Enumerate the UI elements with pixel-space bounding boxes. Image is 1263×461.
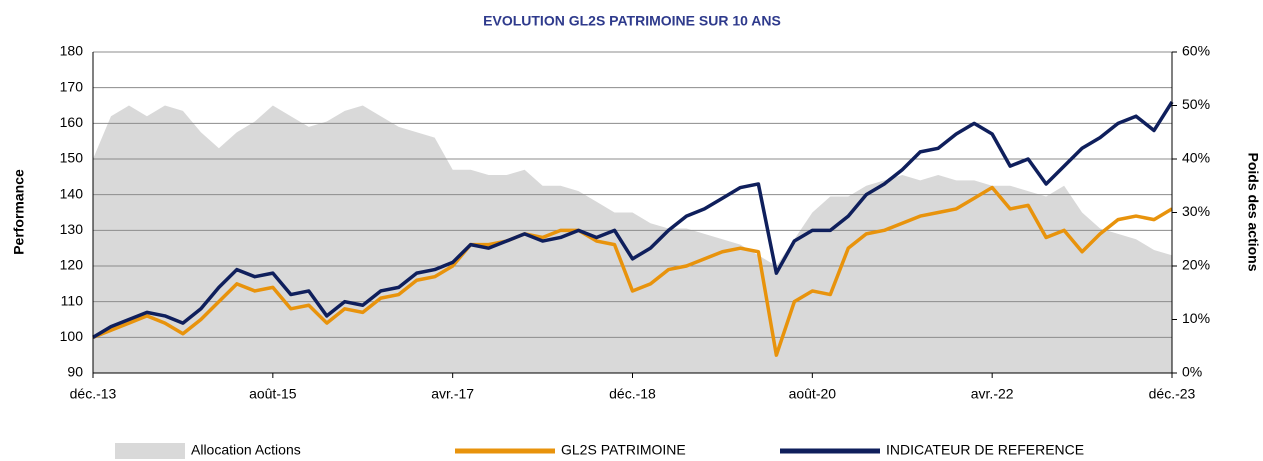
legend-swatch [115,443,185,459]
legend-label: GL2S PATRIMOINE [561,442,686,458]
y-tick-label: 140 [60,185,84,201]
line [92,185,1173,357]
x-tick-label: déc.-13 [70,386,117,402]
line-layer [92,101,1174,357]
y-tick-label: 150 [60,150,84,166]
area [93,105,1172,373]
x-tick-label: avr.-22 [971,386,1014,402]
y-tick-label: 180 [60,43,84,59]
y-tick-label: 120 [60,257,84,273]
y-tick-label: 90 [67,364,83,380]
y-tick-label: 170 [60,78,84,94]
line [92,101,1174,339]
legend-label: Allocation Actions [191,442,301,458]
grid-layer [93,51,1172,374]
y2-tick-label: 60% [1182,43,1210,59]
y-tick-label: 110 [61,292,84,308]
y2-tick-label: 0% [1182,364,1202,380]
x-tick-label: déc.-18 [609,386,656,402]
chart-title: EVOLUTION GL2S PATRIMOINE SUR 10 ANS [483,13,781,29]
x-tick-label: août-20 [789,386,837,402]
y2-tick-label: 50% [1182,96,1210,112]
y2-axis-label: Poids des actions [1245,152,1261,271]
y2-tick-label: 10% [1182,310,1210,326]
y-tick-label: 100 [60,328,84,344]
x-tick-label: avr.-17 [431,386,474,402]
y2-tick-label: 40% [1182,150,1210,166]
x-tick-label: août-15 [249,386,297,402]
y-tick-label: 130 [60,221,84,237]
y2-tick-label: 20% [1182,257,1210,273]
legend-label: INDICATEUR DE REFERENCE [886,442,1084,458]
x-tick-label: déc.-23 [1149,386,1196,402]
area-layer [93,105,1172,373]
y-axis-label: Performance [11,169,27,255]
y2-tick-label: 30% [1182,203,1210,219]
y-tick-label: 160 [60,114,84,130]
